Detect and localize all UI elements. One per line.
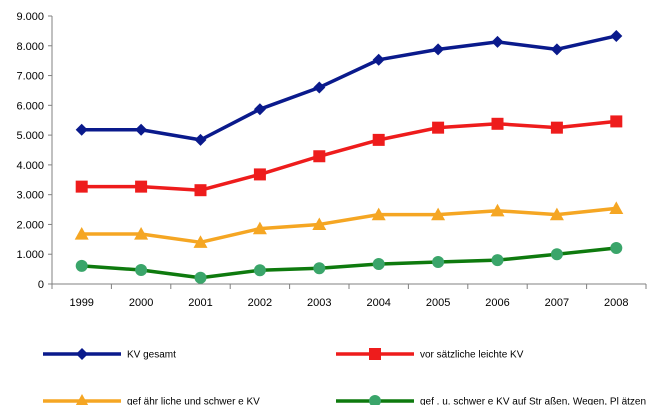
legend-label: KV gesamt bbox=[127, 350, 176, 361]
series-1 bbox=[75, 29, 623, 146]
data-point bbox=[432, 43, 445, 56]
x-tick-label: 2005 bbox=[426, 297, 450, 309]
legend-swatch-marker bbox=[369, 348, 381, 360]
data-point bbox=[550, 121, 563, 134]
data-point bbox=[194, 184, 207, 197]
data-point bbox=[135, 180, 148, 193]
data-point bbox=[610, 29, 623, 42]
data-point bbox=[432, 121, 445, 134]
data-point bbox=[313, 262, 326, 275]
legend-label: gef . u. schwer e KV auf Str aßen, Wegen… bbox=[420, 397, 646, 405]
x-axis: 1999 2000 2001 2002 2003 2004 2005 2006 2007 2008 bbox=[51, 283, 647, 309]
x-tick-label: 2003 bbox=[307, 297, 331, 309]
data-point bbox=[134, 226, 149, 240]
legend-item: vor sätzliche leichte KV bbox=[336, 348, 524, 361]
x-tick-label: 2007 bbox=[545, 297, 569, 309]
series-line bbox=[81, 34, 617, 142]
data-point bbox=[372, 53, 385, 66]
y-tick-label: 1.000 bbox=[16, 249, 44, 261]
series-3 bbox=[74, 201, 624, 248]
data-point bbox=[194, 133, 207, 146]
data-point bbox=[550, 43, 563, 56]
series-line bbox=[81, 119, 617, 192]
data-point bbox=[431, 207, 446, 221]
legend-item: gef ähr liche und schwer e KV bbox=[43, 394, 260, 405]
data-point bbox=[550, 248, 563, 261]
data-point bbox=[491, 117, 504, 130]
data-point bbox=[610, 115, 623, 128]
y-tick-label: 4.000 bbox=[16, 160, 44, 172]
data-point bbox=[549, 207, 564, 221]
data-point bbox=[194, 271, 207, 284]
series-lines bbox=[74, 29, 624, 284]
data-point bbox=[75, 123, 88, 136]
data-point bbox=[193, 235, 208, 248]
series-line bbox=[81, 246, 617, 280]
x-tick-label: 2002 bbox=[248, 297, 272, 309]
legend-label: vor sätzliche leichte KV bbox=[420, 350, 524, 361]
data-point bbox=[75, 259, 88, 272]
legend: KV gesamt vor sätzliche leichte KV gef ähr… bbox=[43, 348, 646, 405]
series-4 bbox=[75, 241, 623, 284]
legend-swatch-marker bbox=[76, 348, 88, 360]
data-point bbox=[372, 133, 385, 146]
data-point bbox=[609, 201, 624, 214]
data-point bbox=[313, 150, 326, 163]
data-point bbox=[253, 168, 266, 181]
data-point bbox=[135, 264, 148, 277]
y-tick-label: 9.000 bbox=[16, 11, 44, 23]
series-2 bbox=[75, 115, 623, 197]
y-tick-label: 8.000 bbox=[16, 41, 44, 53]
data-point bbox=[75, 180, 88, 193]
y-tick-label: 3.000 bbox=[16, 190, 44, 202]
data-point bbox=[253, 103, 266, 116]
y-tick-label: 5.000 bbox=[16, 130, 44, 142]
data-point bbox=[491, 35, 504, 48]
data-point bbox=[253, 264, 266, 277]
data-point bbox=[313, 81, 326, 94]
data-point bbox=[432, 255, 445, 268]
data-point bbox=[371, 207, 386, 221]
y-tick-label: 2.000 bbox=[16, 219, 44, 231]
legend-swatch-marker bbox=[75, 394, 89, 405]
y-tick-label: 6.000 bbox=[16, 100, 44, 112]
data-point bbox=[312, 217, 327, 231]
x-tick-label: 2006 bbox=[485, 297, 509, 309]
data-point bbox=[610, 241, 623, 254]
y-tick-label: 7.000 bbox=[16, 71, 44, 83]
data-point bbox=[74, 226, 89, 240]
y-tick-label: 0 bbox=[38, 279, 44, 291]
legend-swatch-marker bbox=[369, 395, 381, 405]
legend-label: gef ähr liche und schwer e KV bbox=[127, 397, 260, 405]
x-tick-label: 1999 bbox=[69, 297, 93, 309]
x-tick-label: 2000 bbox=[129, 297, 153, 309]
data-point bbox=[491, 254, 504, 267]
data-point bbox=[490, 203, 505, 217]
series-line bbox=[81, 206, 617, 245]
data-point bbox=[252, 221, 267, 235]
y-axis: 0 1.000 2.000 3.000 4.000 5.000 6.000 7.000 8.00… bbox=[16, 11, 53, 291]
data-point bbox=[135, 123, 148, 136]
data-point bbox=[372, 258, 385, 271]
x-tick-label: 2004 bbox=[366, 297, 390, 309]
x-tick-label: 2001 bbox=[188, 297, 212, 309]
legend-item: KV gesamt bbox=[43, 348, 176, 361]
x-tick-label: 2008 bbox=[604, 297, 628, 309]
legend-item: gef . u. schwer e KV auf Str aßen, Wegen… bbox=[336, 395, 646, 405]
